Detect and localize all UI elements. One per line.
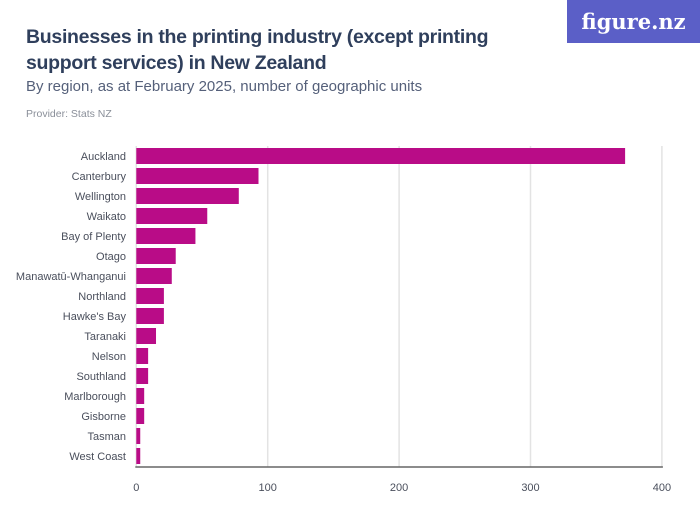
logo-text: figure.nz: [581, 9, 686, 34]
bar: [136, 248, 176, 264]
category-label: Otago: [96, 251, 126, 263]
category-label: Nelson: [92, 351, 126, 363]
bar: [136, 208, 208, 224]
x-tick-label: 0: [133, 482, 139, 494]
category-label: Manawatū-Whanganui: [16, 271, 126, 283]
bar: [136, 348, 149, 364]
bar: [136, 388, 145, 404]
chart-subtitle: By region, as at February 2025, number o…: [26, 78, 423, 95]
bar: [136, 228, 196, 244]
bar: [136, 288, 164, 304]
bar: [136, 428, 141, 444]
figure-nz-logo[interactable]: figure.nz: [567, 0, 700, 43]
bar: [136, 168, 259, 184]
bar: [136, 188, 239, 204]
x-tick-label: 400: [653, 482, 671, 494]
category-label: Canterbury: [72, 171, 127, 183]
x-tick-label: 200: [390, 482, 408, 494]
category-label: Bay of Plenty: [61, 231, 126, 243]
category-label: Wellington: [75, 191, 126, 203]
category-label: Taranaki: [84, 331, 126, 343]
x-tick-label: 100: [259, 482, 277, 494]
category-label: Hawke's Bay: [63, 311, 127, 323]
bar: [136, 308, 164, 324]
x-tick-label: 300: [521, 482, 539, 494]
bar: [136, 328, 157, 344]
bar: [136, 368, 149, 384]
bar: [136, 448, 141, 464]
provider-label: Provider: Stats NZ: [26, 108, 112, 120]
chart-title: Businesses in the printing industry (exc…: [26, 26, 489, 74]
bar: [136, 408, 145, 424]
category-label: Waikato: [87, 211, 126, 223]
category-label: Gisborne: [81, 411, 126, 423]
category-label: Northland: [78, 291, 126, 303]
category-label: Tasman: [87, 431, 126, 443]
category-label: Auckland: [81, 151, 126, 163]
category-label: Southland: [76, 371, 126, 383]
category-label: West Coast: [69, 451, 126, 463]
category-label: Marlborough: [64, 391, 126, 403]
bar: [136, 148, 626, 164]
bar: [136, 268, 172, 284]
